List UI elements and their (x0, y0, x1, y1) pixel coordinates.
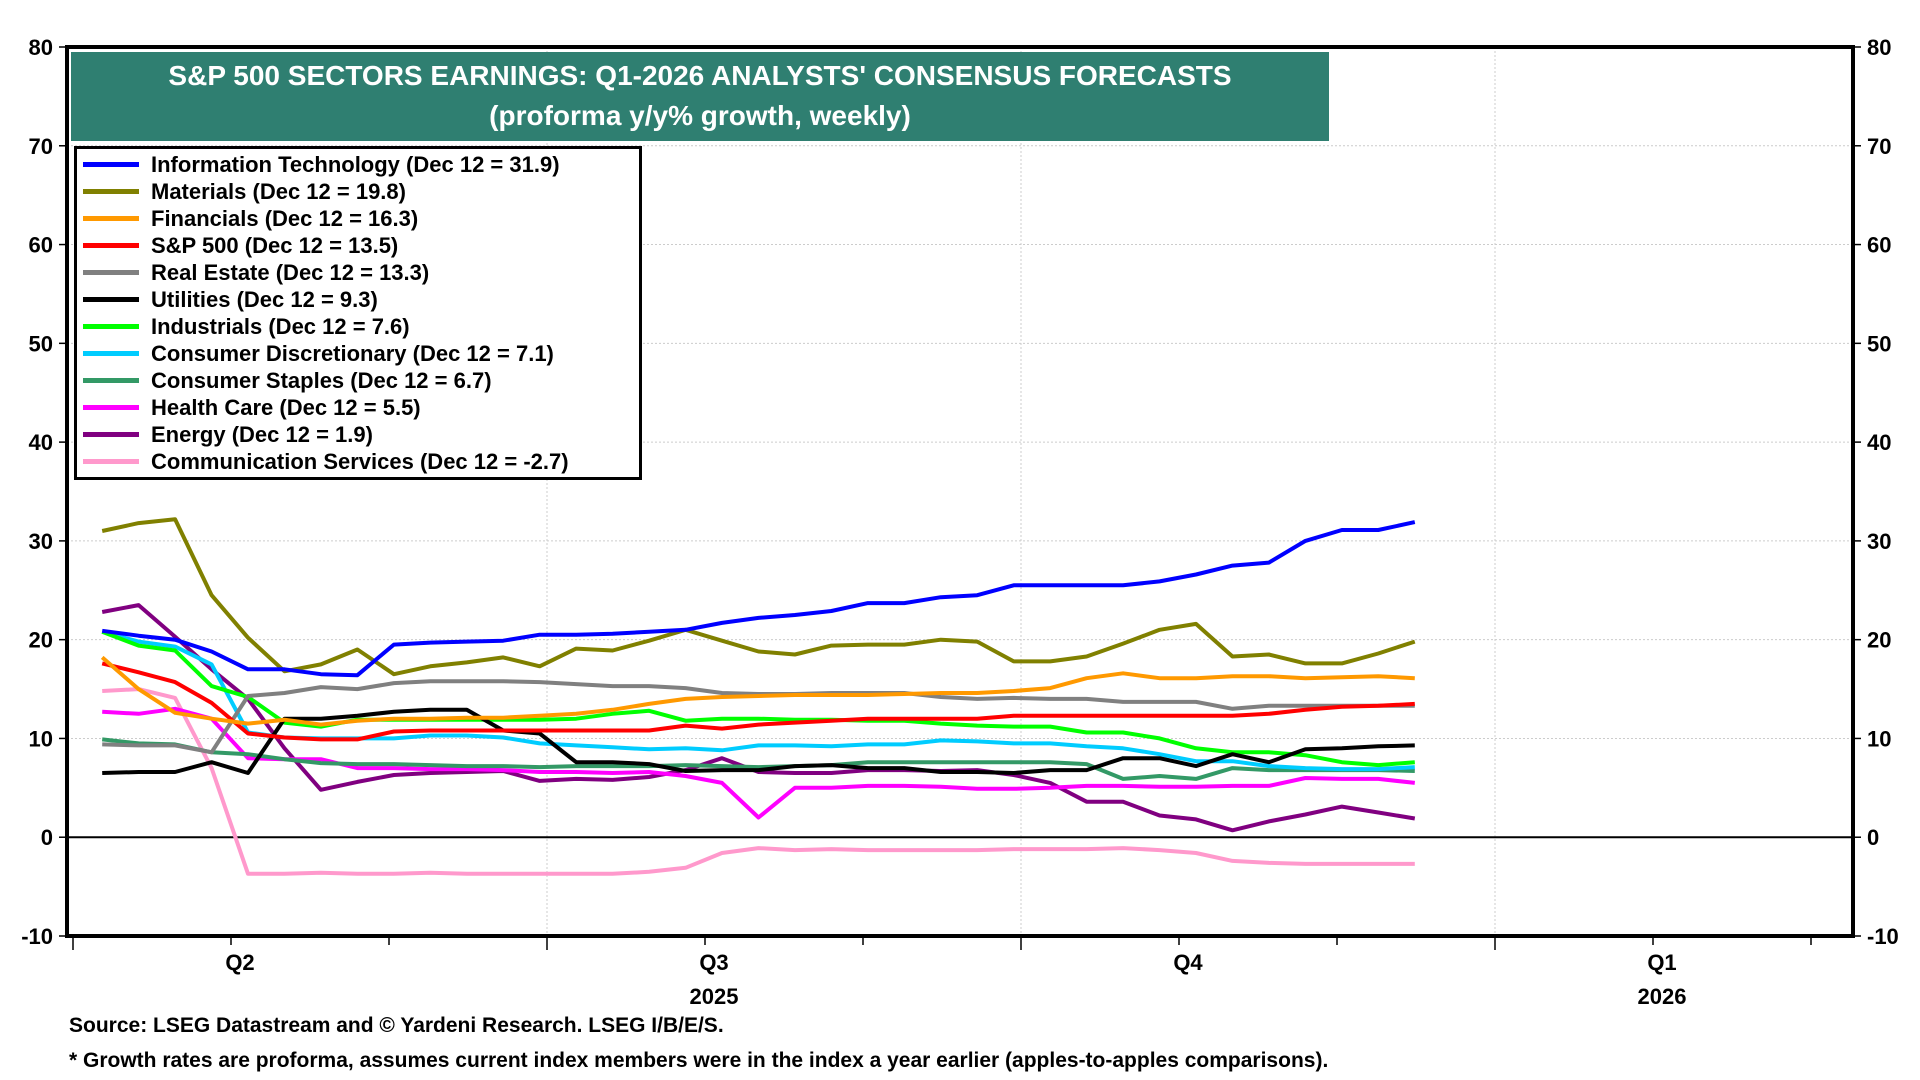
y-tick-label: 20 (29, 628, 53, 653)
legend-label: Industrials (Dec 12 = 7.6) (151, 313, 410, 339)
series-line (100, 655, 1415, 727)
legend-label: Consumer Discretionary (Dec 12 = 7.1) (151, 340, 554, 366)
x-quarter-label: Q4 (1173, 950, 1203, 975)
y-tick-label-right: 60 (1867, 233, 1891, 258)
legend-label: Consumer Staples (Dec 12 = 6.7) (151, 367, 492, 393)
legend-swatch (83, 189, 139, 194)
legend-swatch (83, 405, 139, 410)
y-tick-label-right: 80 (1867, 35, 1891, 60)
y-tick-label: 50 (29, 331, 53, 356)
series-line (102, 707, 1415, 775)
legend-item: Communication Services (Dec 12 = -2.7) (83, 448, 639, 475)
legend-label: Utilities (Dec 12 = 9.3) (151, 286, 378, 312)
legend: Information Technology (Dec 12 = 31.9) Ma… (74, 146, 642, 480)
plot-border (65, 45, 1855, 938)
x-year-label: 2025 (690, 984, 739, 1009)
y-tick-label-right: 30 (1867, 529, 1891, 554)
footnote: * Growth rates are proforma, assumes cur… (69, 1049, 1329, 1072)
legend-label: Financials (Dec 12 = 16.3) (151, 205, 419, 231)
legend-swatch (83, 162, 139, 167)
legend-swatch (83, 351, 139, 356)
chart-title: S&P 500 SECTORS EARNINGS: Q1-2026 ANALYS… (168, 60, 1232, 91)
series-line (102, 687, 1415, 876)
legend-swatch (83, 216, 139, 221)
series-line (101, 629, 1415, 768)
y-tick-label-right: -10 (1867, 924, 1899, 949)
y-axis-right: 80 70 60 50 40 30 20 10 0 -10 (1853, 35, 1899, 949)
legend-swatch (83, 378, 139, 383)
x-year-label: 2026 (1638, 984, 1687, 1009)
legend-label: Communication Services (Dec 12 = -2.7) (151, 448, 569, 474)
legend-item: Energy (Dec 12 = 1.9) (83, 421, 639, 448)
y-tick-label-right: 0 (1867, 825, 1879, 850)
y-tick-label-right: 40 (1867, 430, 1891, 455)
legend-label: Materials (Dec 12 = 19.8) (151, 178, 406, 204)
legend-item: Consumer Discretionary (Dec 12 = 7.1) (83, 340, 639, 367)
x-quarter-label: Q1 (1647, 950, 1676, 975)
legend-swatch (83, 459, 139, 464)
legend-swatch (83, 297, 139, 302)
series-line (101, 737, 1415, 781)
legend-item: S&P 500 (Dec 12 = 13.5) (83, 232, 639, 259)
legend-swatch (83, 243, 139, 248)
legend-label: Real Estate (Dec 12 = 13.3) (151, 259, 430, 285)
legend-item: Utilities (Dec 12 = 9.3) (83, 286, 639, 313)
legend-item: Materials (Dec 12 = 19.8) (83, 178, 639, 205)
legend-label: S&P 500 (Dec 12 = 13.5) (151, 232, 399, 258)
legend-item: Real Estate (Dec 12 = 13.3) (83, 259, 639, 286)
y-tick-label: 30 (29, 529, 53, 554)
plot-frame (65, 45, 1855, 938)
chart-subtitle: (proforma y/y% growth, weekly) (489, 100, 911, 131)
legend-swatch (83, 270, 139, 275)
legend-item: Health Care (Dec 12 = 5.5) (83, 394, 639, 421)
y-tick-label: 60 (29, 233, 53, 258)
source-note: Source: LSEG Datastream and © Yardeni Re… (69, 1014, 724, 1037)
series-line (101, 517, 1416, 677)
y-tick-label: 80 (29, 35, 53, 60)
x-quarter-label: Q3 (699, 950, 728, 975)
legend-label: Energy (Dec 12 = 1.9) (151, 421, 373, 447)
y-tick-label: 0 (41, 825, 53, 850)
legend-swatch (83, 324, 139, 329)
legend-label: Health Care (Dec 12 = 5.5) (151, 394, 421, 420)
chart-title-box: S&P 500 SECTORS EARNINGS: Q1-2026 ANALYS… (71, 52, 1329, 141)
y-axis-left: 80 70 60 50 40 30 20 10 0 -10 (21, 35, 67, 949)
x-axis: Q2 Q3 Q4 Q1 2025 2026 (72, 936, 1812, 1009)
y-tick-label-right: 70 (1867, 134, 1891, 159)
y-tick-label-right: 20 (1867, 628, 1891, 653)
y-tick-label-right: 50 (1867, 331, 1891, 356)
legend-swatch (83, 432, 139, 437)
legend-item: Consumer Staples (Dec 12 = 6.7) (83, 367, 639, 394)
series-line (102, 706, 1416, 820)
y-tick-label: 10 (29, 726, 53, 751)
y-tick-label-right: 10 (1867, 726, 1891, 751)
y-tick-label: -10 (21, 924, 53, 949)
legend-label: Information Technology (Dec 12 = 31.9) (151, 151, 560, 177)
series-line (101, 661, 1415, 742)
legend-item: Industrials (Dec 12 = 7.6) (83, 313, 639, 340)
legend-item: Information Technology (Dec 12 = 31.9) (83, 151, 639, 178)
series-lines (100, 517, 1416, 876)
series-line (101, 520, 1416, 678)
legend-item: Financials (Dec 12 = 16.3) (83, 205, 639, 232)
y-tick-label: 70 (29, 134, 53, 159)
x-quarter-label: Q2 (225, 950, 254, 975)
y-tick-label: 40 (29, 430, 53, 455)
